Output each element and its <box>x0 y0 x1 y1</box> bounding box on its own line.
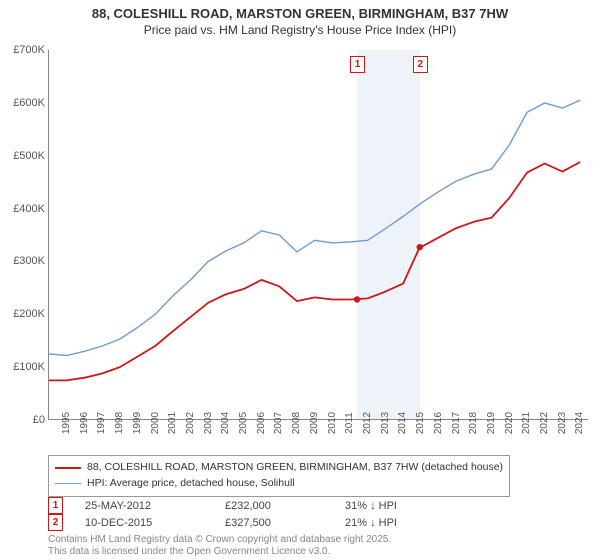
series-line <box>49 162 580 380</box>
y-tick-label: £700K <box>13 44 45 56</box>
x-tick-label: 2024 <box>562 412 585 434</box>
sale-index-box: 1 <box>48 497 63 514</box>
chart-plot-area: £0£100K£200K£300K£400K£500K£600K£700K199… <box>48 50 588 420</box>
y-tick-label: £500K <box>13 150 45 162</box>
chart-container: 88, COLESHILL ROAD, MARSTON GREEN, BIRMI… <box>0 0 600 560</box>
sale-marker-dot <box>354 296 360 302</box>
sale-date: 25-MAY-2012 <box>85 500 225 512</box>
chart-title-line1: 88, COLESHILL ROAD, MARSTON GREEN, BIRMI… <box>0 0 600 22</box>
sale-price: £327,500 <box>225 517 345 529</box>
sale-marker-label: 2 <box>413 56 428 73</box>
legend-swatch <box>55 483 81 484</box>
footnote-line: Contains HM Land Registry data © Crown c… <box>48 534 391 546</box>
legend-item: 88, COLESHILL ROAD, MARSTON GREEN, BIRMI… <box>55 460 503 476</box>
sale-marker-dot <box>417 244 423 250</box>
footnote: Contains HM Land Registry data © Crown c… <box>48 534 391 558</box>
y-tick-label: £100K <box>13 361 45 373</box>
legend-item: HPI: Average price, detached house, Soli… <box>55 476 503 492</box>
series-line <box>49 100 580 355</box>
y-tick-label: £300K <box>13 255 45 267</box>
sales-row: 1 25-MAY-2012£232,00031% ↓ HPI <box>48 497 397 514</box>
sale-delta: 31% ↓ HPI <box>345 500 397 512</box>
sale-price: £232,000 <box>225 500 345 512</box>
y-tick-label: £200K <box>13 308 45 320</box>
legend-label: HPI: Average price, detached house, Soli… <box>87 476 295 492</box>
y-tick-label: £400K <box>13 203 45 215</box>
y-tick-label: £0 <box>33 414 45 426</box>
footnote-line: This data is licensed under the Open Gov… <box>48 546 391 558</box>
sale-marker-label: 1 <box>350 56 365 73</box>
sale-delta: 21% ↓ HPI <box>345 517 397 529</box>
sale-index-box: 2 <box>48 514 63 531</box>
legend-label: 88, COLESHILL ROAD, MARSTON GREEN, BIRMI… <box>87 460 503 476</box>
legend: 88, COLESHILL ROAD, MARSTON GREEN, BIRMI… <box>48 455 510 497</box>
legend-swatch <box>55 467 81 469</box>
chart-title-line2: Price paid vs. HM Land Registry's House … <box>0 22 600 37</box>
sale-date: 10-DEC-2015 <box>85 517 225 529</box>
sales-table: 1 25-MAY-2012£232,00031% ↓ HPI 2 10-DEC-201… <box>48 497 397 531</box>
y-tick-label: £600K <box>13 97 45 109</box>
sales-row: 2 10-DEC-2015£327,50021% ↓ HPI <box>48 514 397 531</box>
chart-svg <box>49 50 588 419</box>
